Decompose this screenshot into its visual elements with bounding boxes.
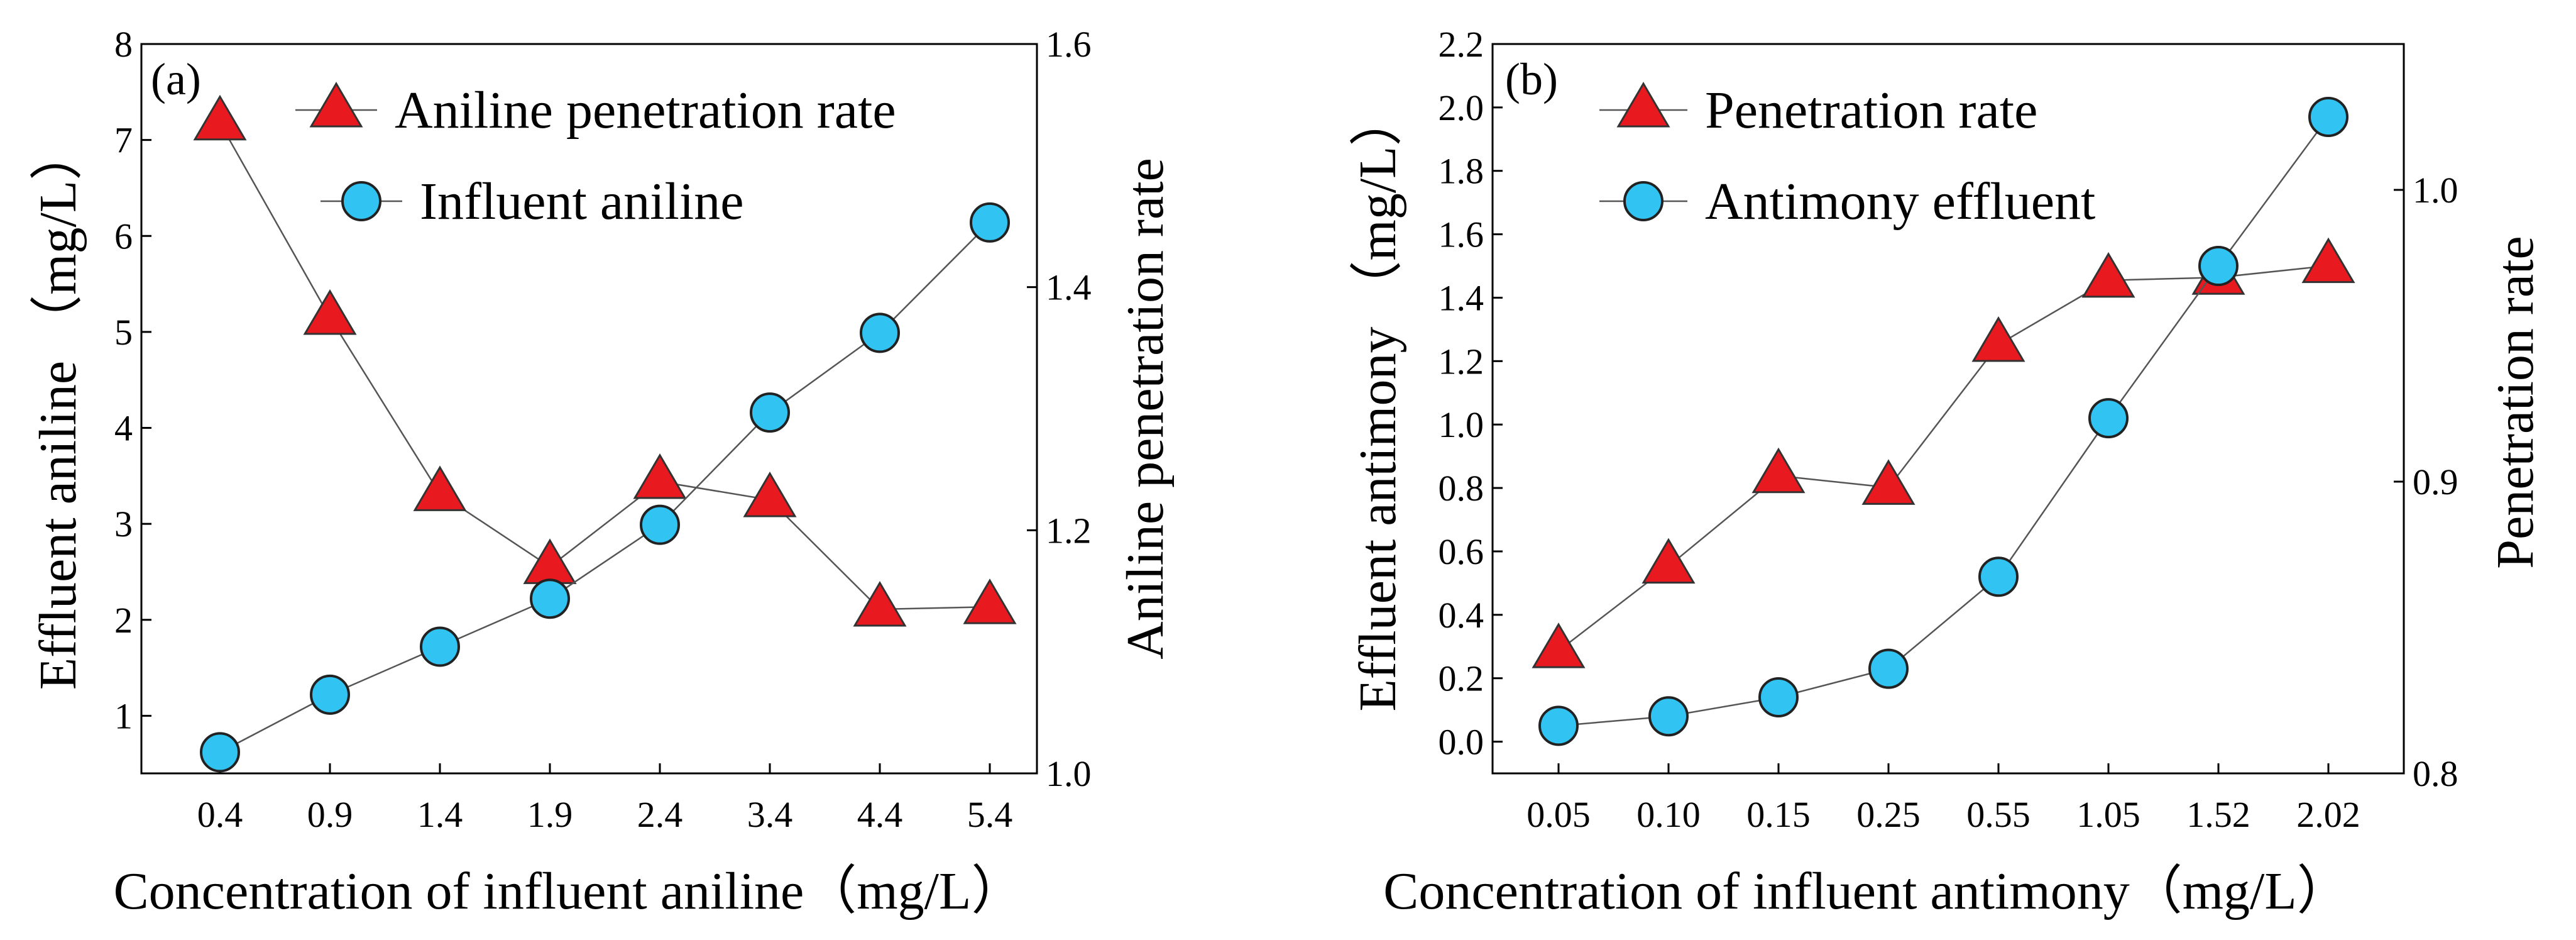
- x-axis-title: Concentration of influent antimony（mg/L）: [1383, 862, 2349, 921]
- y-tick-label: 2: [114, 600, 133, 641]
- circle-marker: [1648, 696, 1689, 737]
- triangle-marker: [853, 581, 907, 627]
- circle-marker: [970, 202, 1010, 243]
- circle-marker: [1538, 705, 1579, 746]
- triangle-marker: [1751, 447, 1806, 494]
- y-tick-label: 2.0: [1439, 87, 1484, 128]
- y-tick-label: 1.8: [1439, 151, 1484, 192]
- triangle-marker: [193, 94, 247, 141]
- y-tick-label: 0.4: [1439, 595, 1484, 636]
- legend-label: Aniline penetration rate: [395, 81, 896, 140]
- y2-tick-label: 1.0: [2413, 170, 2458, 211]
- y-tick-label: 7: [114, 120, 133, 161]
- x-tick-label: 1.4: [417, 794, 463, 835]
- y-tick-label: 0.6: [1439, 531, 1484, 572]
- y-tick-label: 2.2: [1439, 24, 1484, 65]
- legend-label: Penetration rate: [1705, 81, 2037, 140]
- x-tick-label: 2.02: [2296, 794, 2360, 835]
- y2-tick-label: 1.0: [1046, 753, 1092, 794]
- legend-label: Influent aniline: [420, 172, 743, 231]
- plot-frame: [1491, 43, 2405, 775]
- panel-label: (b): [1505, 54, 1558, 104]
- circle-marker: [530, 578, 570, 619]
- y2-tick-label: 0.9: [2413, 462, 2458, 502]
- y2-tick-label: 1.4: [1046, 267, 1092, 308]
- legend-circle-marker: [1623, 181, 1663, 221]
- triangle-marker: [743, 472, 797, 517]
- legend-triangle-marker: [309, 82, 363, 128]
- x-tick-label: 4.4: [857, 794, 903, 835]
- circle-marker: [1868, 648, 1909, 689]
- x-tick-label: 0.15: [1746, 794, 1811, 835]
- triangle-marker: [963, 578, 1017, 624]
- y-tick-label: 3: [114, 504, 133, 545]
- y-tick-label: 4: [114, 408, 133, 449]
- x-axis-title: Concentration of influent aniline（mg/L）: [114, 862, 1024, 921]
- y2-tick-label: 1.6: [1046, 24, 1092, 65]
- x-tick-label: 0.55: [1966, 794, 2031, 835]
- circle-marker: [2198, 246, 2239, 287]
- x-tick-label: 0.10: [1636, 794, 1701, 835]
- triangle-marker: [1971, 316, 2025, 362]
- series-line-triangle: [1558, 265, 2329, 652]
- triangle-marker: [413, 465, 467, 511]
- y-tick-label: 8: [114, 24, 133, 65]
- y2-axis-title: Aniline penetration rate: [1116, 158, 1175, 660]
- y-axis-title: Effluent aniline （mg/L）: [29, 128, 87, 690]
- y2-axis-title: Penetration rate: [2486, 236, 2545, 568]
- chart-panel-a: 1 2 3 4 5 6 7 8 1.0 1.2 1.4 1.6 0.4 0.9 1.4 1.9 2.4 3.4 4.…: [29, 24, 1175, 921]
- y-tick-label: 6: [114, 216, 133, 257]
- y2-tick-label: 0.8: [2413, 753, 2458, 794]
- plot-frame: [140, 43, 1038, 775]
- y-tick-label: 0.2: [1439, 658, 1484, 699]
- y-axis-title: Effluent antimony （mg/L）: [1349, 94, 1407, 712]
- legend-circle-marker: [341, 181, 381, 221]
- circle-marker: [1978, 556, 2019, 597]
- chart-panel-b: 0.0 0.2 0.4 0.6 0.8 1.0 1.2 1.4 1.6 1.8 2.0 2.2 0.8 0…: [1349, 24, 2545, 921]
- series-line-triangle: [219, 123, 990, 611]
- triangle-marker: [303, 289, 357, 335]
- y-tick-label: 5: [114, 312, 133, 353]
- triangle-marker: [633, 453, 687, 499]
- triangle-marker: [1861, 459, 1916, 505]
- x-tick-label: 0.25: [1856, 794, 1921, 835]
- y-tick-label: 0.8: [1439, 468, 1484, 509]
- panel-label: (a): [151, 54, 201, 104]
- triangle-marker: [523, 538, 577, 584]
- circle-marker: [420, 626, 460, 667]
- triangle-marker: [2081, 252, 2135, 298]
- y-tick-label: 1.4: [1439, 277, 1484, 318]
- y-tick-label: 1.2: [1439, 341, 1484, 382]
- circle-marker: [860, 312, 900, 353]
- y-tick-label: 1: [114, 695, 133, 736]
- x-tick-label: 0.9: [307, 794, 353, 835]
- legend-label: Antimony effluent: [1705, 172, 2095, 231]
- x-tick-label: 1.52: [2186, 794, 2250, 835]
- circle-marker: [750, 392, 790, 433]
- y-tick-label: 0.0: [1439, 722, 1484, 763]
- triangle-marker: [1532, 622, 1586, 668]
- circle-marker: [2308, 97, 2349, 137]
- x-tick-label: 0.05: [1526, 794, 1591, 835]
- y-tick-label: 1.0: [1439, 404, 1484, 445]
- x-tick-label: 1.9: [527, 794, 573, 835]
- triangle-marker: [1642, 538, 1696, 584]
- x-tick-label: 3.4: [747, 794, 793, 835]
- y-tick-label: 1.6: [1439, 214, 1484, 255]
- y2-tick-label: 1.2: [1046, 510, 1092, 551]
- circle-marker: [640, 504, 680, 545]
- x-tick-label: 0.4: [197, 794, 243, 835]
- circle-marker: [200, 732, 240, 773]
- legend-triangle-marker: [1616, 82, 1670, 128]
- circle-marker: [310, 674, 350, 715]
- x-tick-label: 5.4: [967, 794, 1013, 835]
- x-tick-label: 2.4: [637, 794, 683, 835]
- x-tick-label: 1.05: [2076, 794, 2140, 835]
- triangle-marker: [2301, 237, 2355, 284]
- circle-marker: [1758, 677, 1799, 717]
- circle-marker: [2088, 398, 2129, 439]
